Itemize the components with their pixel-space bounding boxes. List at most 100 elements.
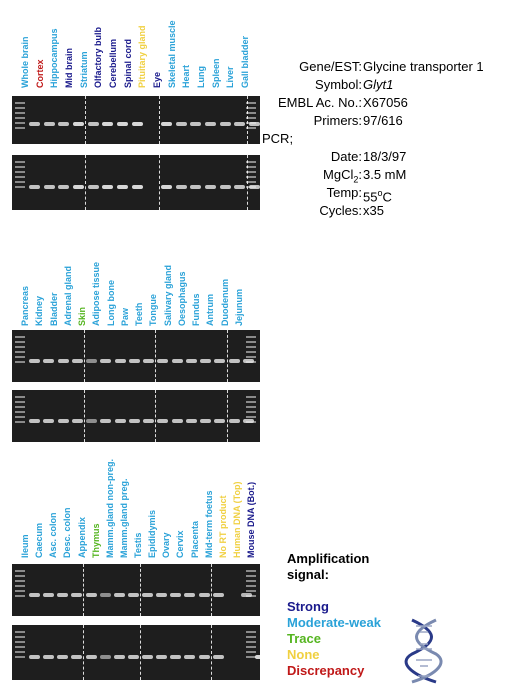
lane-label-text: Spinal cord — [122, 38, 133, 88]
ladder-band — [15, 356, 25, 358]
ladder-band — [246, 336, 256, 338]
ladder-band — [15, 122, 25, 124]
ladder-band — [246, 346, 256, 348]
ladder-band — [15, 112, 25, 114]
lane-label-text: Cortex — [34, 59, 45, 88]
experiment-metadata: Gene/EST: Glycine transporter 1 Symbol: … — [258, 58, 514, 220]
gel-band — [29, 185, 40, 189]
gel-band — [100, 419, 112, 423]
gel-band — [175, 185, 187, 189]
ladder-band — [246, 580, 256, 582]
gel-band — [99, 593, 111, 597]
gel-band — [184, 655, 196, 659]
ladder-band — [15, 161, 25, 163]
gel-band — [212, 593, 224, 597]
gel-band — [71, 359, 83, 363]
gel-band — [161, 122, 172, 126]
ladder-band — [246, 575, 256, 577]
ladder-band — [246, 401, 256, 403]
lane-group-separator — [85, 96, 87, 144]
ladder-band — [15, 585, 25, 587]
lane-group-separator — [226, 330, 228, 382]
lane-label-text: Adrenal gland — [62, 265, 73, 326]
meta-embl: EMBL Ac. No.: X67056 — [258, 94, 514, 112]
ladder-band — [246, 356, 256, 358]
ladder-band — [246, 112, 256, 114]
meta-pcr-key: PCR; — [262, 131, 294, 146]
gel-band — [240, 593, 252, 597]
gel-band — [171, 419, 183, 423]
gel-band — [190, 185, 202, 189]
meta-mgcl2: MgCl2: 3.5 mM — [258, 166, 514, 185]
gel-image-panel-2-top — [12, 330, 260, 382]
lane-label-text: Fundus — [191, 293, 202, 327]
gel-band — [57, 359, 69, 363]
ladder-band — [15, 595, 25, 597]
ladder-band — [15, 646, 25, 648]
lane-group-separator — [210, 625, 212, 680]
gel-band — [117, 185, 128, 189]
gel-band — [214, 419, 226, 423]
meta-primers-value: 97/616 — [363, 113, 403, 128]
ladder-band — [246, 651, 256, 653]
gel-band — [85, 655, 97, 659]
gel-band — [157, 359, 169, 363]
gel-band — [228, 359, 240, 363]
ladder-band — [246, 181, 256, 183]
ladder-band — [246, 631, 256, 633]
ladder-band — [15, 361, 25, 363]
ladder-band — [15, 166, 25, 168]
gel-band — [71, 655, 83, 659]
meta-date: Date: 18/3/97 — [258, 148, 514, 166]
meta-gene-value: Glycine transporter 1 — [363, 59, 484, 74]
gel-band — [184, 593, 196, 597]
lane-group-separator — [139, 625, 141, 680]
gel-image-panel-3-top — [12, 564, 260, 616]
lane-label-text: Hippocampus — [49, 28, 60, 88]
lane-label-text: Jejunum — [234, 288, 244, 326]
meta-temp-value: 55oC — [363, 188, 392, 205]
lane-group-separator — [83, 390, 85, 442]
amplification-legend: Amplification signal: Strong Moderate-we… — [287, 551, 381, 679]
ladder-band — [15, 336, 25, 338]
lane-label-text: Skeletal muscle — [166, 20, 177, 88]
gel-band — [128, 359, 140, 363]
gel-band — [73, 122, 84, 126]
meta-temp: Temp: 55oC — [258, 184, 514, 205]
gel-band — [205, 122, 216, 126]
ladder-band — [15, 102, 25, 104]
ladder-band — [246, 656, 256, 658]
lane-label-text: No RT product — [217, 495, 228, 559]
ladder-band — [15, 186, 25, 188]
ladder-band — [15, 181, 25, 183]
ladder-band — [246, 341, 256, 343]
gel-band — [57, 419, 69, 423]
ladder-band — [15, 171, 25, 173]
lane-label-text: Ileum — [20, 534, 30, 558]
gel-band — [143, 419, 155, 423]
gel-band — [127, 593, 139, 597]
ladder-band — [15, 107, 25, 109]
gel-band — [249, 122, 260, 126]
lane-label-text: Mamm.gland non-preg. — [104, 459, 115, 558]
gel-band — [185, 419, 197, 423]
ladder-band — [246, 176, 256, 178]
ladder-band — [246, 646, 256, 648]
ladder-band — [15, 416, 25, 418]
lane-label-text: Gall bladder — [240, 35, 250, 88]
ladder-band — [246, 590, 256, 592]
legend-item-strong: Strong — [287, 599, 329, 614]
gel-band — [43, 122, 55, 126]
ladder-band — [15, 636, 25, 638]
gel-band — [228, 419, 240, 423]
gel-band — [161, 185, 172, 189]
ladder-band — [15, 341, 25, 343]
lane-label-text: Human DNA (Top) — [231, 481, 242, 559]
gel-band — [117, 122, 128, 126]
lane-label-text: Epididymis — [147, 509, 158, 558]
lane-label-text: Salivary gland — [162, 264, 173, 326]
gel-band — [43, 185, 55, 189]
gel-band — [157, 419, 169, 423]
gel-band — [219, 122, 231, 126]
meta-cycles: Cycles: x35 — [258, 202, 514, 220]
